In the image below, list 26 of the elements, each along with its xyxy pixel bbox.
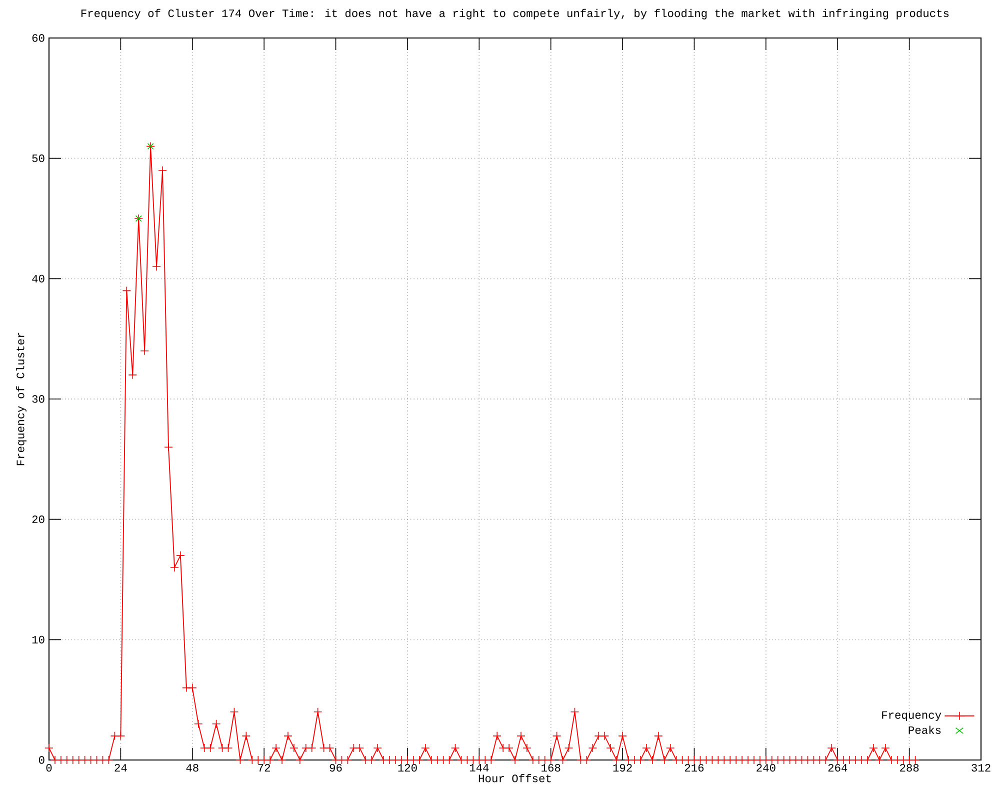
x-tick-label: 144 [470, 764, 489, 772]
y-tick-label: 10 [32, 636, 44, 644]
x-tick-label: 192 [613, 764, 632, 772]
x-tick-label: 24 [114, 764, 127, 772]
y-tick-label: 0 [38, 756, 44, 764]
y-tick-label: 20 [32, 516, 44, 524]
x-tick-label: 168 [542, 764, 560, 772]
y-axis-title: Frequency of Cluster [16, 332, 26, 466]
y-tick-label: 50 [32, 154, 44, 162]
chart-title: Frequency of Cluster 174 Over Time: it does not have a right to compete unfairly, by flooding the market with infringing products [81, 8, 949, 20]
x-tick-label: 240 [756, 764, 776, 772]
x-tick-label: 72 [258, 764, 270, 772]
x-tick-label: 288 [900, 764, 919, 772]
x-tick-label: 216 [684, 764, 704, 772]
x-tick-label: 0 [46, 764, 52, 772]
legend-label: Peaks [908, 726, 941, 734]
x-tick-label: 48 [186, 764, 198, 772]
y-tick-label: 60 [32, 34, 44, 42]
x-axis-title: Hour Offset [478, 774, 551, 782]
x-tick-label: 120 [398, 764, 417, 772]
x-tick-label: 96 [330, 764, 342, 772]
legend-label: Frequency [882, 711, 942, 722]
x-tick-label: 312 [972, 764, 990, 772]
x-tick-label: 264 [828, 764, 848, 772]
y-tick-label: 30 [32, 395, 44, 403]
y-tick-label: 40 [32, 274, 44, 282]
